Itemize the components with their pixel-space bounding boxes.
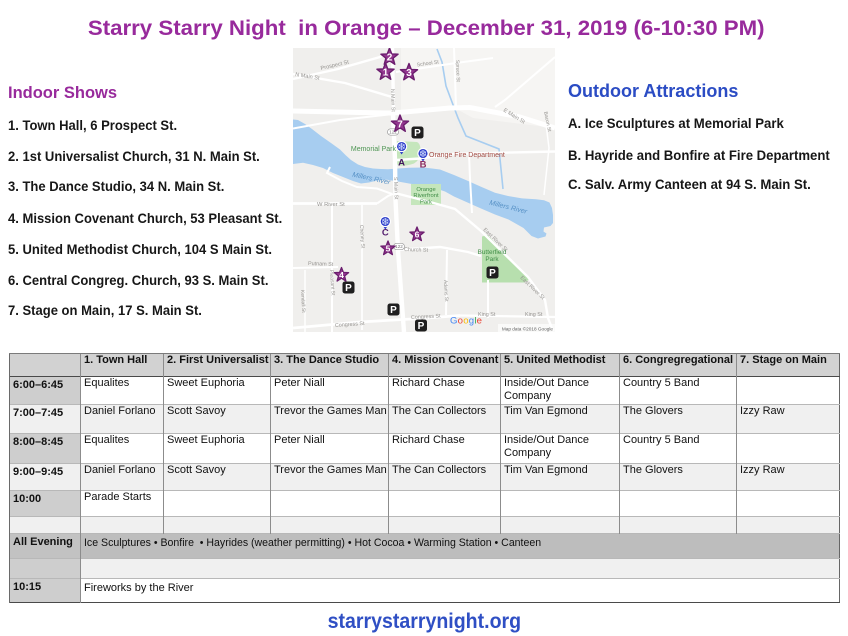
svg-text:1: 1 [383,68,389,79]
svg-text:Pleasant St: Pleasant St [328,270,336,297]
svg-text:Spruce St: Spruce St [454,60,461,83]
svg-text:Park: Park [485,256,499,263]
svg-text:Riverfront: Riverfront [413,193,439,199]
svg-text:Butterfield: Butterfield [478,249,507,256]
svg-text:Kendall St: Kendall St [299,290,306,314]
svg-text:4: 4 [339,270,344,280]
svg-text:Putnam St: Putnam St [308,261,334,268]
svg-text:W River St: W River St [317,202,345,208]
svg-text:Orange: Orange [416,187,435,193]
svg-text:5: 5 [386,244,391,254]
svg-text:Congress St: Congress St [411,313,441,321]
svg-text:A: A [398,158,405,169]
svg-text:King St: King St [478,312,496,318]
svg-text:2: 2 [387,53,393,64]
svg-text:School St: School St [416,59,439,68]
svg-text:Park: Park [420,199,432,205]
svg-text:C: C [382,228,389,239]
svg-text:7: 7 [397,120,403,131]
svg-text:Cheney St: Cheney St [358,225,366,249]
svg-text:Google: Google [450,316,482,327]
svg-text:B: B [420,160,427,171]
svg-text:Congress St: Congress St [335,321,366,329]
svg-text:S Main St: S Main St [392,177,399,200]
svg-text:King St: King St [525,312,543,318]
svg-text:6: 6 [415,230,420,240]
svg-text:Church St: Church St [404,247,429,254]
svg-text:Adams St: Adams St [442,280,449,303]
svg-text:Memorial Park: Memorial Park [351,146,397,153]
svg-text:Bacon St: Bacon St [542,111,552,133]
svg-text:N Main St: N Main St [295,72,321,82]
svg-text:Orange Fire Department: Orange Fire Department [429,152,505,159]
svg-text:3: 3 [406,68,412,79]
svg-text:N Main St: N Main St [389,89,396,113]
svg-text:Map data ©2018 Google: Map data ©2018 Google [502,326,554,332]
